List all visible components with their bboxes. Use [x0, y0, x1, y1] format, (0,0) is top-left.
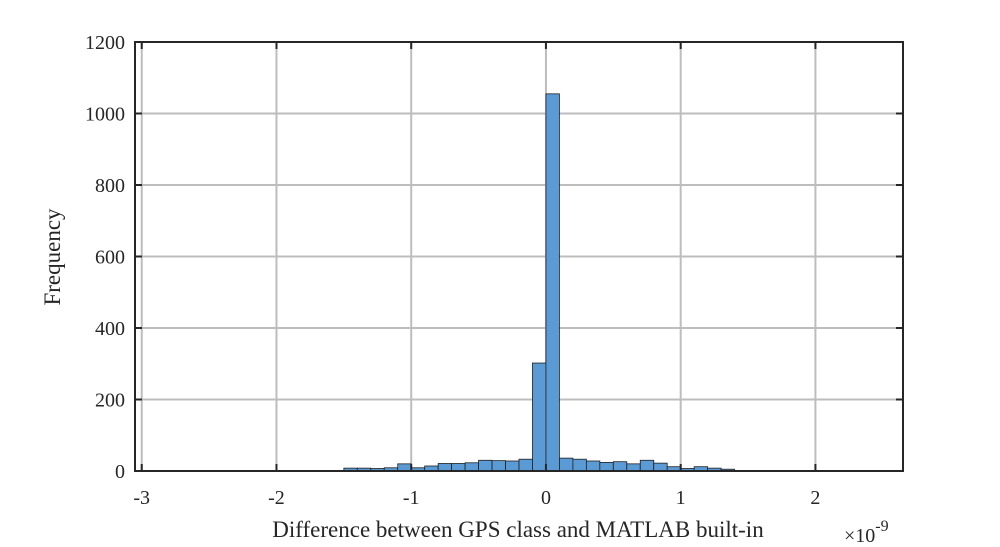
histogram-bar: [559, 457, 574, 472]
x-tick-label: 2: [810, 487, 820, 509]
histogram-bar: [437, 463, 453, 472]
y-tick-label: 1000: [85, 104, 125, 126]
histogram-bar: [464, 462, 479, 472]
grid-lines: [135, 42, 903, 471]
y-tick-label: 0: [115, 461, 125, 483]
y-tick-label: 600: [95, 247, 125, 269]
histogram-bar: [532, 362, 547, 472]
y-axis-label: Frequency: [40, 208, 65, 306]
y-tick-label: 400: [95, 318, 125, 340]
histogram-bar: [478, 459, 493, 472]
x-tick-labels: -3 -2 -1 0 1 2: [133, 487, 820, 509]
y-tick-label: 800: [95, 175, 125, 197]
histogram-bar: [626, 463, 641, 472]
x-tick-label: 0: [541, 487, 551, 509]
axes-box: [134, 41, 904, 472]
histogram-bar: [397, 463, 412, 472]
histogram-bar: [491, 460, 506, 472]
histogram-bar: [518, 458, 533, 472]
x-exponent-power: -9: [875, 518, 888, 535]
y-tick-label: 200: [95, 390, 125, 412]
x-exponent-base: ×10: [844, 525, 875, 547]
x-tick-label: -1: [403, 487, 420, 509]
histogram-bar: [612, 461, 628, 472]
histogram-bar: [599, 462, 614, 472]
histogram-bar: [545, 93, 560, 472]
histogram-bar: [572, 458, 587, 472]
histogram-bar: [639, 459, 655, 472]
histogram-bar: [451, 463, 466, 472]
x-tick-label: -3: [133, 487, 150, 509]
histogram-bar: [653, 462, 668, 472]
y-tick-label: 1200: [85, 32, 125, 54]
x-tick-label: 1: [676, 487, 686, 509]
x-axis-label: Difference between GPS class and MATLAB …: [272, 517, 764, 542]
histogram-bar: [505, 460, 520, 472]
y-tick-labels: 0 200 400 600 800 1000 1200: [85, 32, 125, 483]
x-exponent-label: ×10-9: [844, 518, 889, 547]
histogram-bar: [585, 460, 601, 472]
x-tick-label: -2: [268, 487, 285, 509]
